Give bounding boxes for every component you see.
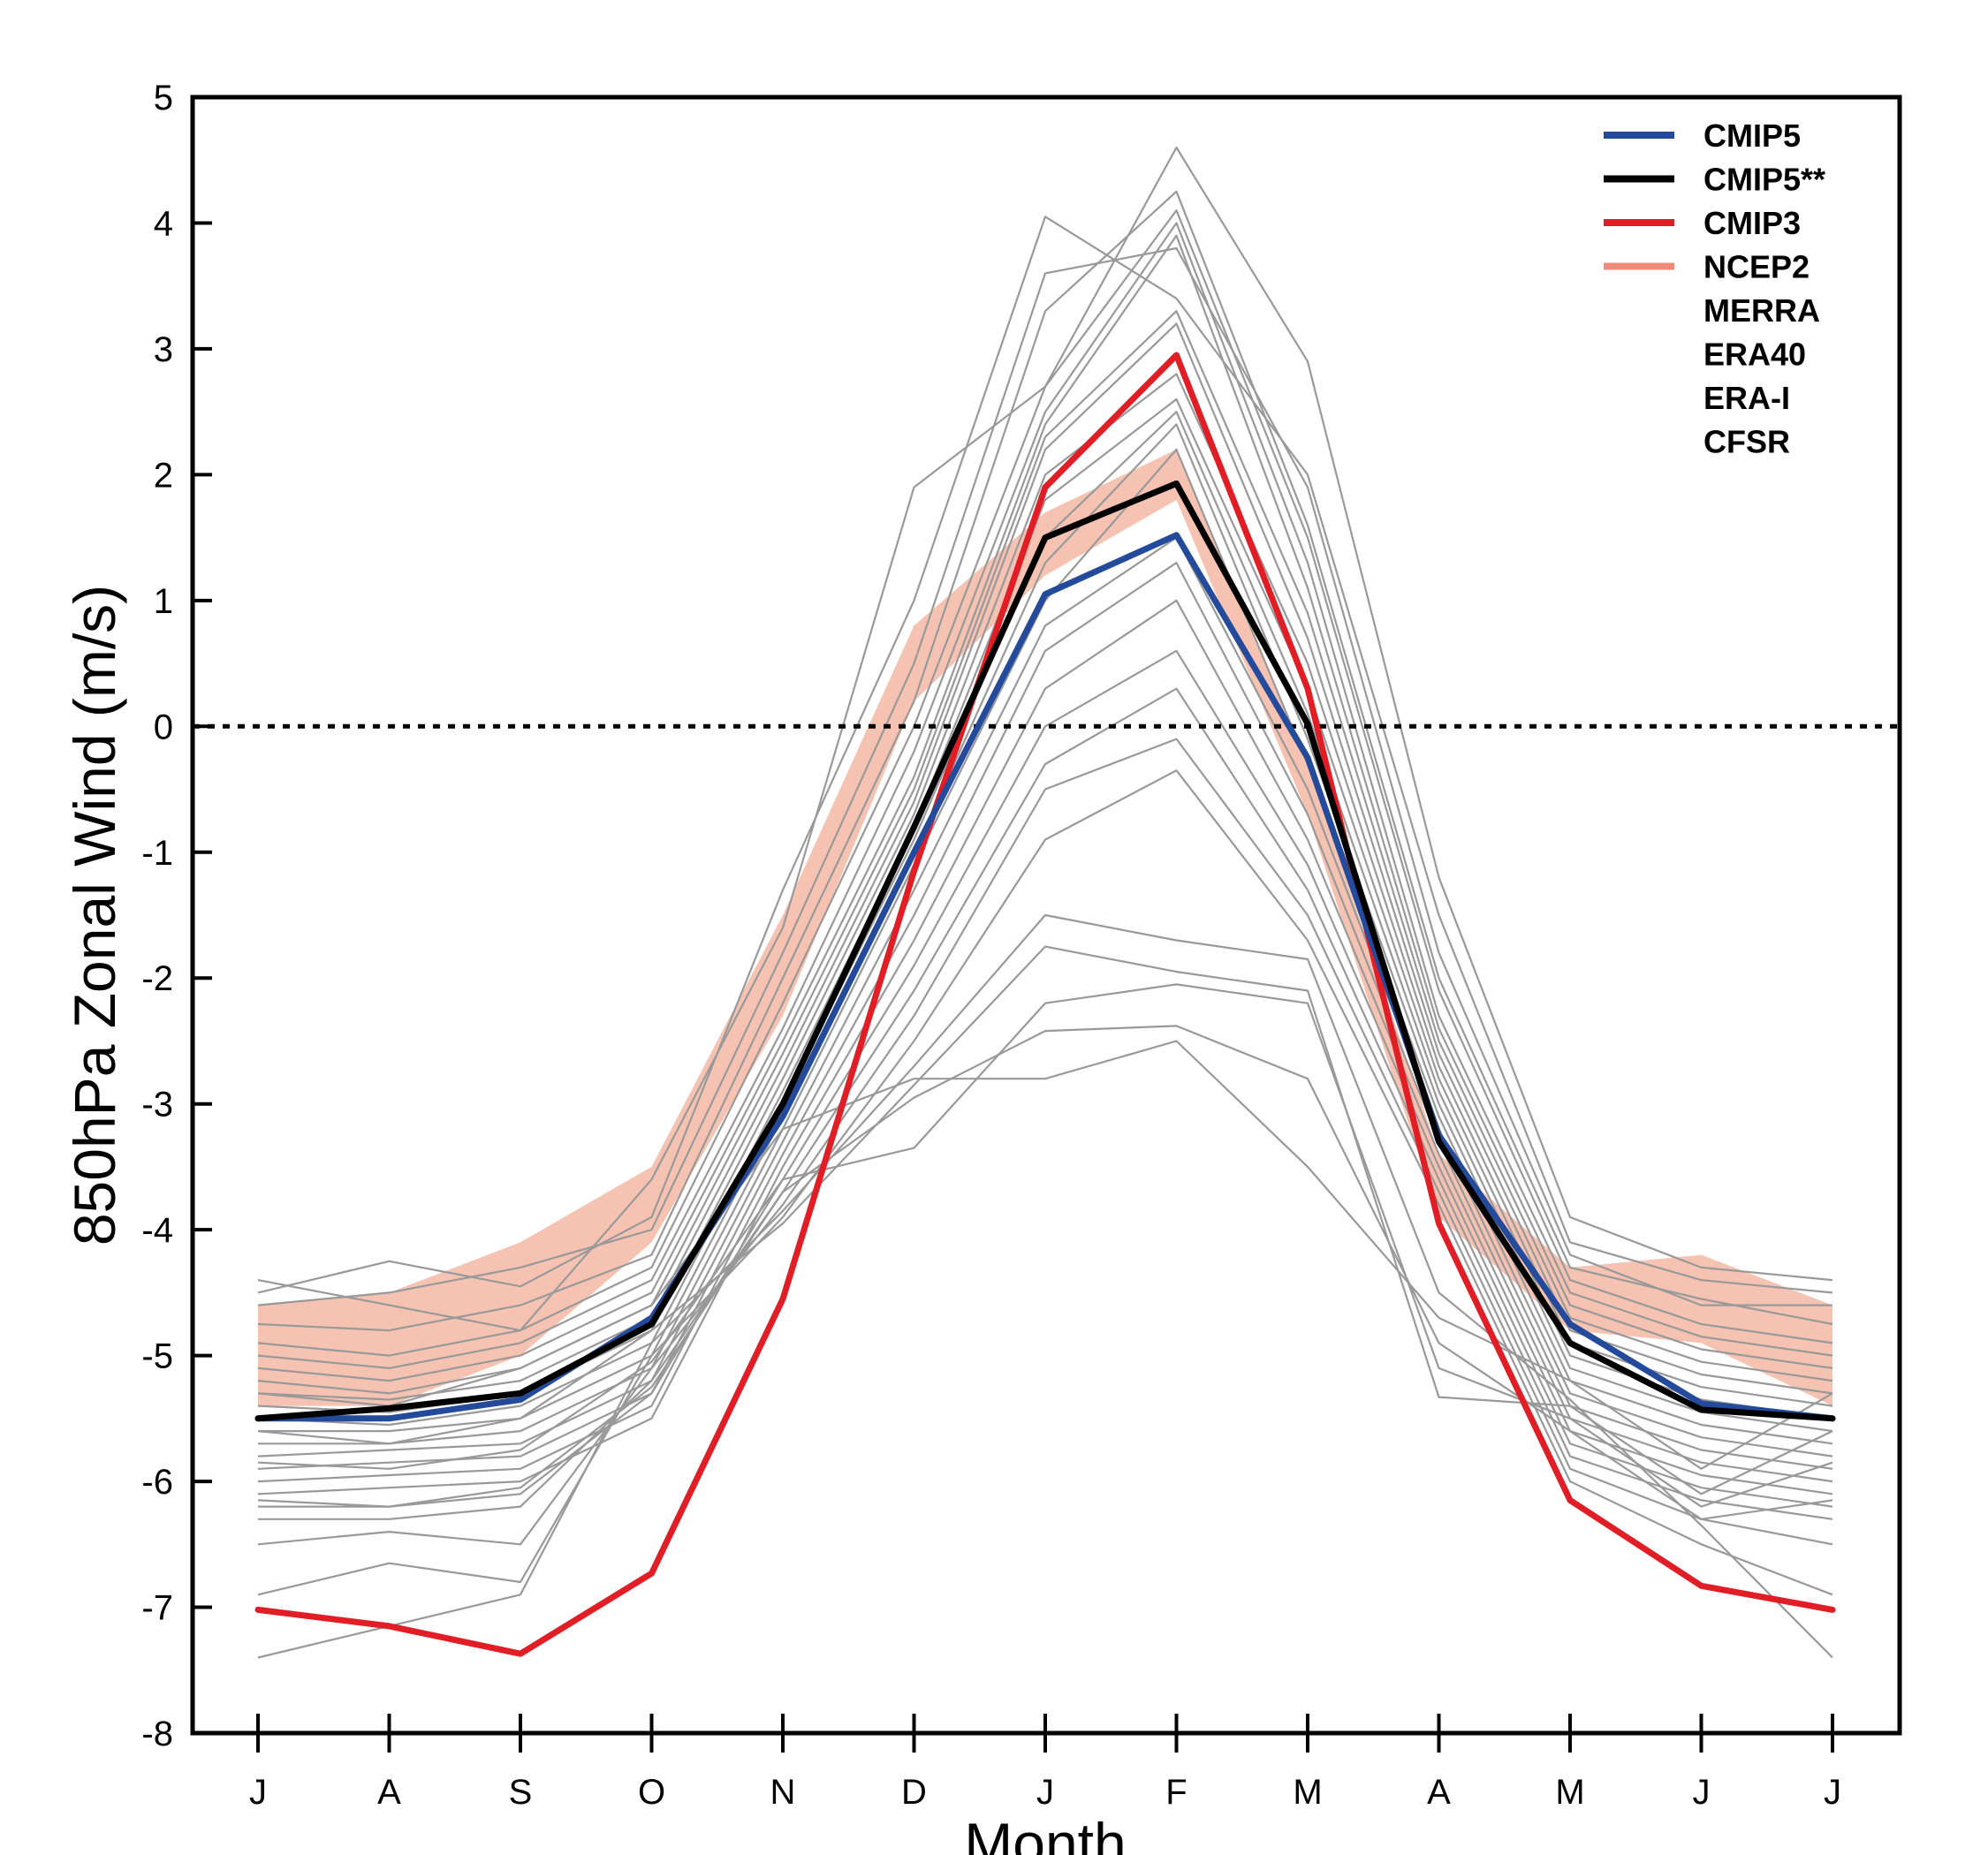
series-line-cmip5starstar xyxy=(254,480,1836,1422)
x-tick-label: J xyxy=(1036,1773,1054,1812)
y-tick-label: 5 xyxy=(154,79,173,117)
model-line-24 xyxy=(257,983,1833,1508)
y-axis-title: 850hPa Zonal Wind (m/s) xyxy=(62,585,127,1246)
x-tick-label: N xyxy=(770,1773,796,1812)
y-tick-label: -6 xyxy=(141,1463,173,1502)
model-line-22 xyxy=(257,913,1833,1659)
y-tick-label: 0 xyxy=(154,708,173,746)
x-tick-label: A xyxy=(377,1773,401,1812)
x-axis-title: Month xyxy=(964,1811,1126,1855)
y-tick-label: -8 xyxy=(141,1715,173,1753)
y-tick-label: -3 xyxy=(141,1086,173,1124)
y-tick-label: 1 xyxy=(154,582,173,621)
model-line-9 xyxy=(257,322,1833,1401)
series-line-cmip5 xyxy=(254,532,1836,1422)
x-tick-label: D xyxy=(901,1773,927,1812)
legend-label: MERRA xyxy=(1703,292,1820,329)
model-line-1 xyxy=(257,146,1833,1332)
y-tick-label: -2 xyxy=(141,959,173,998)
model-line-7 xyxy=(257,234,1833,1382)
y-tick-label: -7 xyxy=(141,1589,173,1628)
legend-label: CMIP3 xyxy=(1703,205,1801,241)
y-tick-label: -5 xyxy=(141,1337,173,1376)
x-tick-label: J xyxy=(1693,1773,1711,1812)
model-line-2 xyxy=(257,216,1833,1294)
x-tick-label: M xyxy=(1293,1773,1322,1812)
model-line-11 xyxy=(257,398,1833,1427)
legend-label: NCEP2 xyxy=(1703,249,1810,285)
model-line-19 xyxy=(258,687,1833,1520)
y-axis: 5 4 3 2 1 0 -1 -2 -3 -4 -5 -6 -7 -8 xyxy=(141,79,212,1753)
model-line-3 xyxy=(257,246,1832,1306)
model-line-23 xyxy=(257,945,1833,1495)
y-tick-label: -1 xyxy=(141,834,173,873)
x-tick-label: A xyxy=(1427,1773,1451,1812)
y-tick-label: 2 xyxy=(154,456,173,495)
x-tick-label: M xyxy=(1555,1773,1584,1812)
model-line-8 xyxy=(257,310,1833,1395)
model-line-26 xyxy=(257,1040,1833,1470)
legend: CMIP5 CMIP5** CMIP3 NCEP2 MERRA ERA40 ERA-I CFS… xyxy=(1604,117,1825,460)
legend-label: CMIP5** xyxy=(1703,162,1825,198)
series-line-cmip3 xyxy=(254,352,1836,1657)
x-tick-label: J xyxy=(1824,1773,1841,1812)
x-tick-label: J xyxy=(249,1773,267,1812)
legend-label: ERA40 xyxy=(1703,337,1806,373)
model-line-20 xyxy=(257,738,1833,1546)
model-line-25 xyxy=(257,1025,1833,1520)
y-tick-label: -4 xyxy=(141,1211,173,1250)
x-tick-label: O xyxy=(638,1773,665,1812)
x-tick-label: S xyxy=(509,1773,533,1812)
series-lines-layer xyxy=(254,352,1836,1657)
model-lines-layer xyxy=(257,146,1833,1659)
y-tick-label: 3 xyxy=(154,330,173,369)
legend-label: ERA-I xyxy=(1703,380,1790,416)
model-line-18 xyxy=(258,649,1833,1508)
model-line-21 xyxy=(257,769,1833,1596)
y-tick-label: 4 xyxy=(154,204,173,243)
model-line-5 xyxy=(257,209,1833,1357)
legend-label: CMIP5 xyxy=(1703,117,1801,154)
model-line-6 xyxy=(257,222,1833,1370)
x-tick-label: F xyxy=(1165,1773,1187,1812)
legend-label: CFSR xyxy=(1703,424,1790,460)
model-line-4 xyxy=(257,190,1833,1332)
